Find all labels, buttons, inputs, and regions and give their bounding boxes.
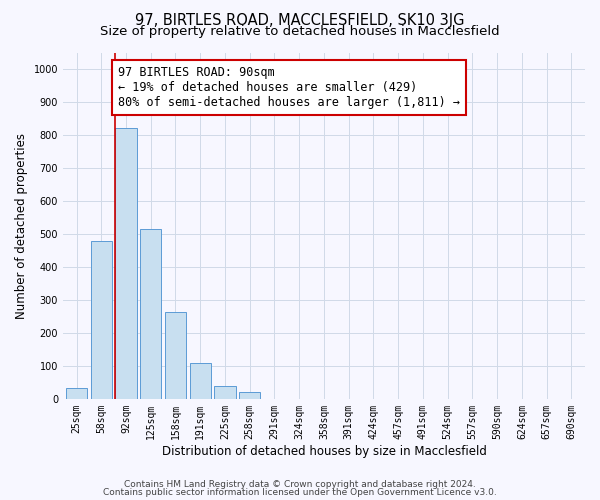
Y-axis label: Number of detached properties: Number of detached properties bbox=[15, 132, 28, 318]
Text: Contains HM Land Registry data © Crown copyright and database right 2024.: Contains HM Land Registry data © Crown c… bbox=[124, 480, 476, 489]
Bar bbox=[115, 128, 137, 399]
Text: 97 BIRTLES ROAD: 90sqm
← 19% of detached houses are smaller (429)
80% of semi-de: 97 BIRTLES ROAD: 90sqm ← 19% of detached… bbox=[118, 66, 460, 108]
Bar bbox=[91, 241, 112, 399]
Bar bbox=[190, 362, 211, 399]
Bar bbox=[214, 386, 236, 399]
Bar bbox=[239, 392, 260, 399]
Text: Contains public sector information licensed under the Open Government Licence v3: Contains public sector information licen… bbox=[103, 488, 497, 497]
Text: 97, BIRTLES ROAD, MACCLESFIELD, SK10 3JG: 97, BIRTLES ROAD, MACCLESFIELD, SK10 3JG bbox=[135, 12, 465, 28]
Bar bbox=[165, 312, 186, 399]
Bar bbox=[66, 388, 87, 399]
Text: Size of property relative to detached houses in Macclesfield: Size of property relative to detached ho… bbox=[100, 25, 500, 38]
X-axis label: Distribution of detached houses by size in Macclesfield: Distribution of detached houses by size … bbox=[161, 444, 487, 458]
Bar bbox=[140, 229, 161, 399]
